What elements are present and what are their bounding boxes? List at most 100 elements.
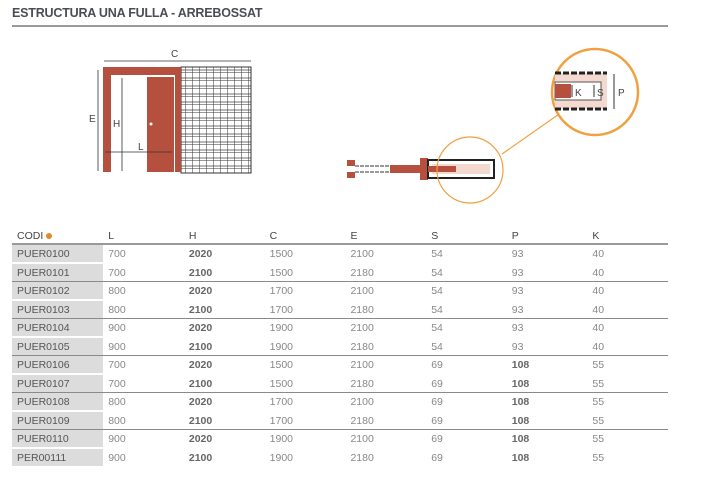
cell-k: 40 [587,300,668,319]
cell-s: 54 [426,318,507,338]
column-header-label: P [511,230,519,242]
cell-codi: PUER0105 [12,337,104,356]
cell-e: 2180 [345,411,427,430]
cell-k: 55 [587,429,668,449]
cell-codi: PER00111 [12,448,104,468]
table-row: PUER0100 700 2020 1500 2100 54 93 40 [12,244,668,264]
cell-k: 40 [587,263,668,282]
cell-l: 800 [103,300,184,319]
table-row: PUER0104 900 2020 1900 2100 54 93 40 [12,318,668,338]
cell-c: 1700 [264,411,346,430]
cell-p: 93 [506,244,588,264]
cell-p: 108 [506,374,588,393]
column-header-c: C [264,229,346,245]
cell-c: 1500 [264,244,346,264]
cell-codi: PUER0103 [12,300,104,319]
cell-p: 108 [506,448,588,468]
table-row: PUER0110 900 2020 1900 2100 69 108 55 [12,429,668,449]
cell-e: 2100 [345,318,427,338]
front-elevation-diagram: C E H L [89,49,252,174]
table-header: CODI L H C E S P K [12,229,668,245]
column-header-e: E [345,229,427,245]
cell-c: 1900 [264,318,346,338]
title-divider [12,25,668,27]
cell-p: 108 [506,355,588,375]
cell-c: 1700 [264,300,346,319]
cell-l: 700 [103,263,184,282]
cell-l: 800 [103,281,184,301]
cell-l: 700 [103,244,184,264]
table-row: PUER0105 900 2100 1900 2180 54 93 40 [12,337,668,356]
cell-h: 2020 [183,355,265,375]
cell-e: 2180 [345,263,427,282]
cell-p: 93 [506,300,588,319]
cell-h: 2100 [183,263,265,282]
column-header-label: S [431,230,439,242]
cell-c: 1700 [264,281,346,301]
cell-e: 2100 [345,429,427,449]
column-header-label: H [188,230,197,242]
cell-codi: PUER0100 [12,244,104,264]
cell-k: 40 [587,281,668,301]
cell-p: 108 [506,411,588,430]
cell-c: 1500 [264,374,346,393]
frame [103,67,181,172]
door-handle [149,122,153,126]
cell-h: 2100 [183,411,265,430]
cell-e: 2100 [345,392,427,412]
cell-k: 40 [587,244,668,264]
cell-s: 54 [426,337,507,356]
cell-k: 40 [587,337,668,356]
column-header-l: L [103,229,184,245]
column-header-label: C [269,230,278,242]
cell-l: 800 [103,392,184,412]
cell-p: 93 [506,263,588,282]
cell-codi: PUER0104 [12,318,104,338]
label-k: K [575,88,582,99]
cell-p: 93 [506,281,588,301]
cell-e: 2180 [345,448,427,468]
table-row: PUER0102 800 2020 1700 2100 54 93 40 [12,281,668,301]
cell-s: 69 [426,374,507,393]
cell-h: 2100 [183,374,265,393]
cell-s: 54 [426,244,507,264]
cell-c: 1700 [264,392,346,412]
column-header-label: E [350,230,358,242]
cell-s: 69 [426,411,507,430]
cell-c: 1900 [264,429,346,449]
cell-e: 2180 [345,337,427,356]
column-header-codi: CODI [12,229,104,245]
dimensions-table: CODI L H C E S P K PUER0100 700 2020 1500 2100 54 93 4… [12,229,668,468]
column-header-label: L [108,230,115,242]
cell-p: 108 [506,392,588,412]
label-h: H [113,119,120,130]
label-s: S [597,88,604,99]
cell-l: 700 [103,355,184,375]
label-p: P [618,88,625,99]
cell-h: 2100 [183,337,265,356]
orange-dot-icon [46,233,53,240]
cell-e: 2180 [345,374,427,393]
label-l: L [138,142,144,153]
cell-h: 2100 [183,448,265,468]
cell-p: 108 [506,429,588,449]
cell-s: 69 [426,448,507,468]
cell-codi: PUER0107 [12,374,104,393]
cell-p: 93 [506,337,588,356]
column-header-p: P [506,229,588,245]
cell-l: 900 [103,429,184,449]
cell-h: 2020 [183,392,265,412]
column-header-s: S [426,229,507,245]
cell-codi: PUER0101 [12,263,104,282]
label-e: E [89,114,96,125]
cell-codi: PUER0109 [12,411,104,430]
column-header-k: K [587,229,668,245]
cell-e: 2180 [345,300,427,319]
table-row: PUER0107 700 2100 1500 2180 69 108 55 [12,374,668,393]
cell-codi: PUER0102 [12,281,104,301]
cell-c: 1900 [264,337,346,356]
label-c: C [171,49,178,60]
cell-k: 40 [587,318,668,338]
zoom-source-circle [436,136,504,204]
cell-c: 1500 [264,263,346,282]
